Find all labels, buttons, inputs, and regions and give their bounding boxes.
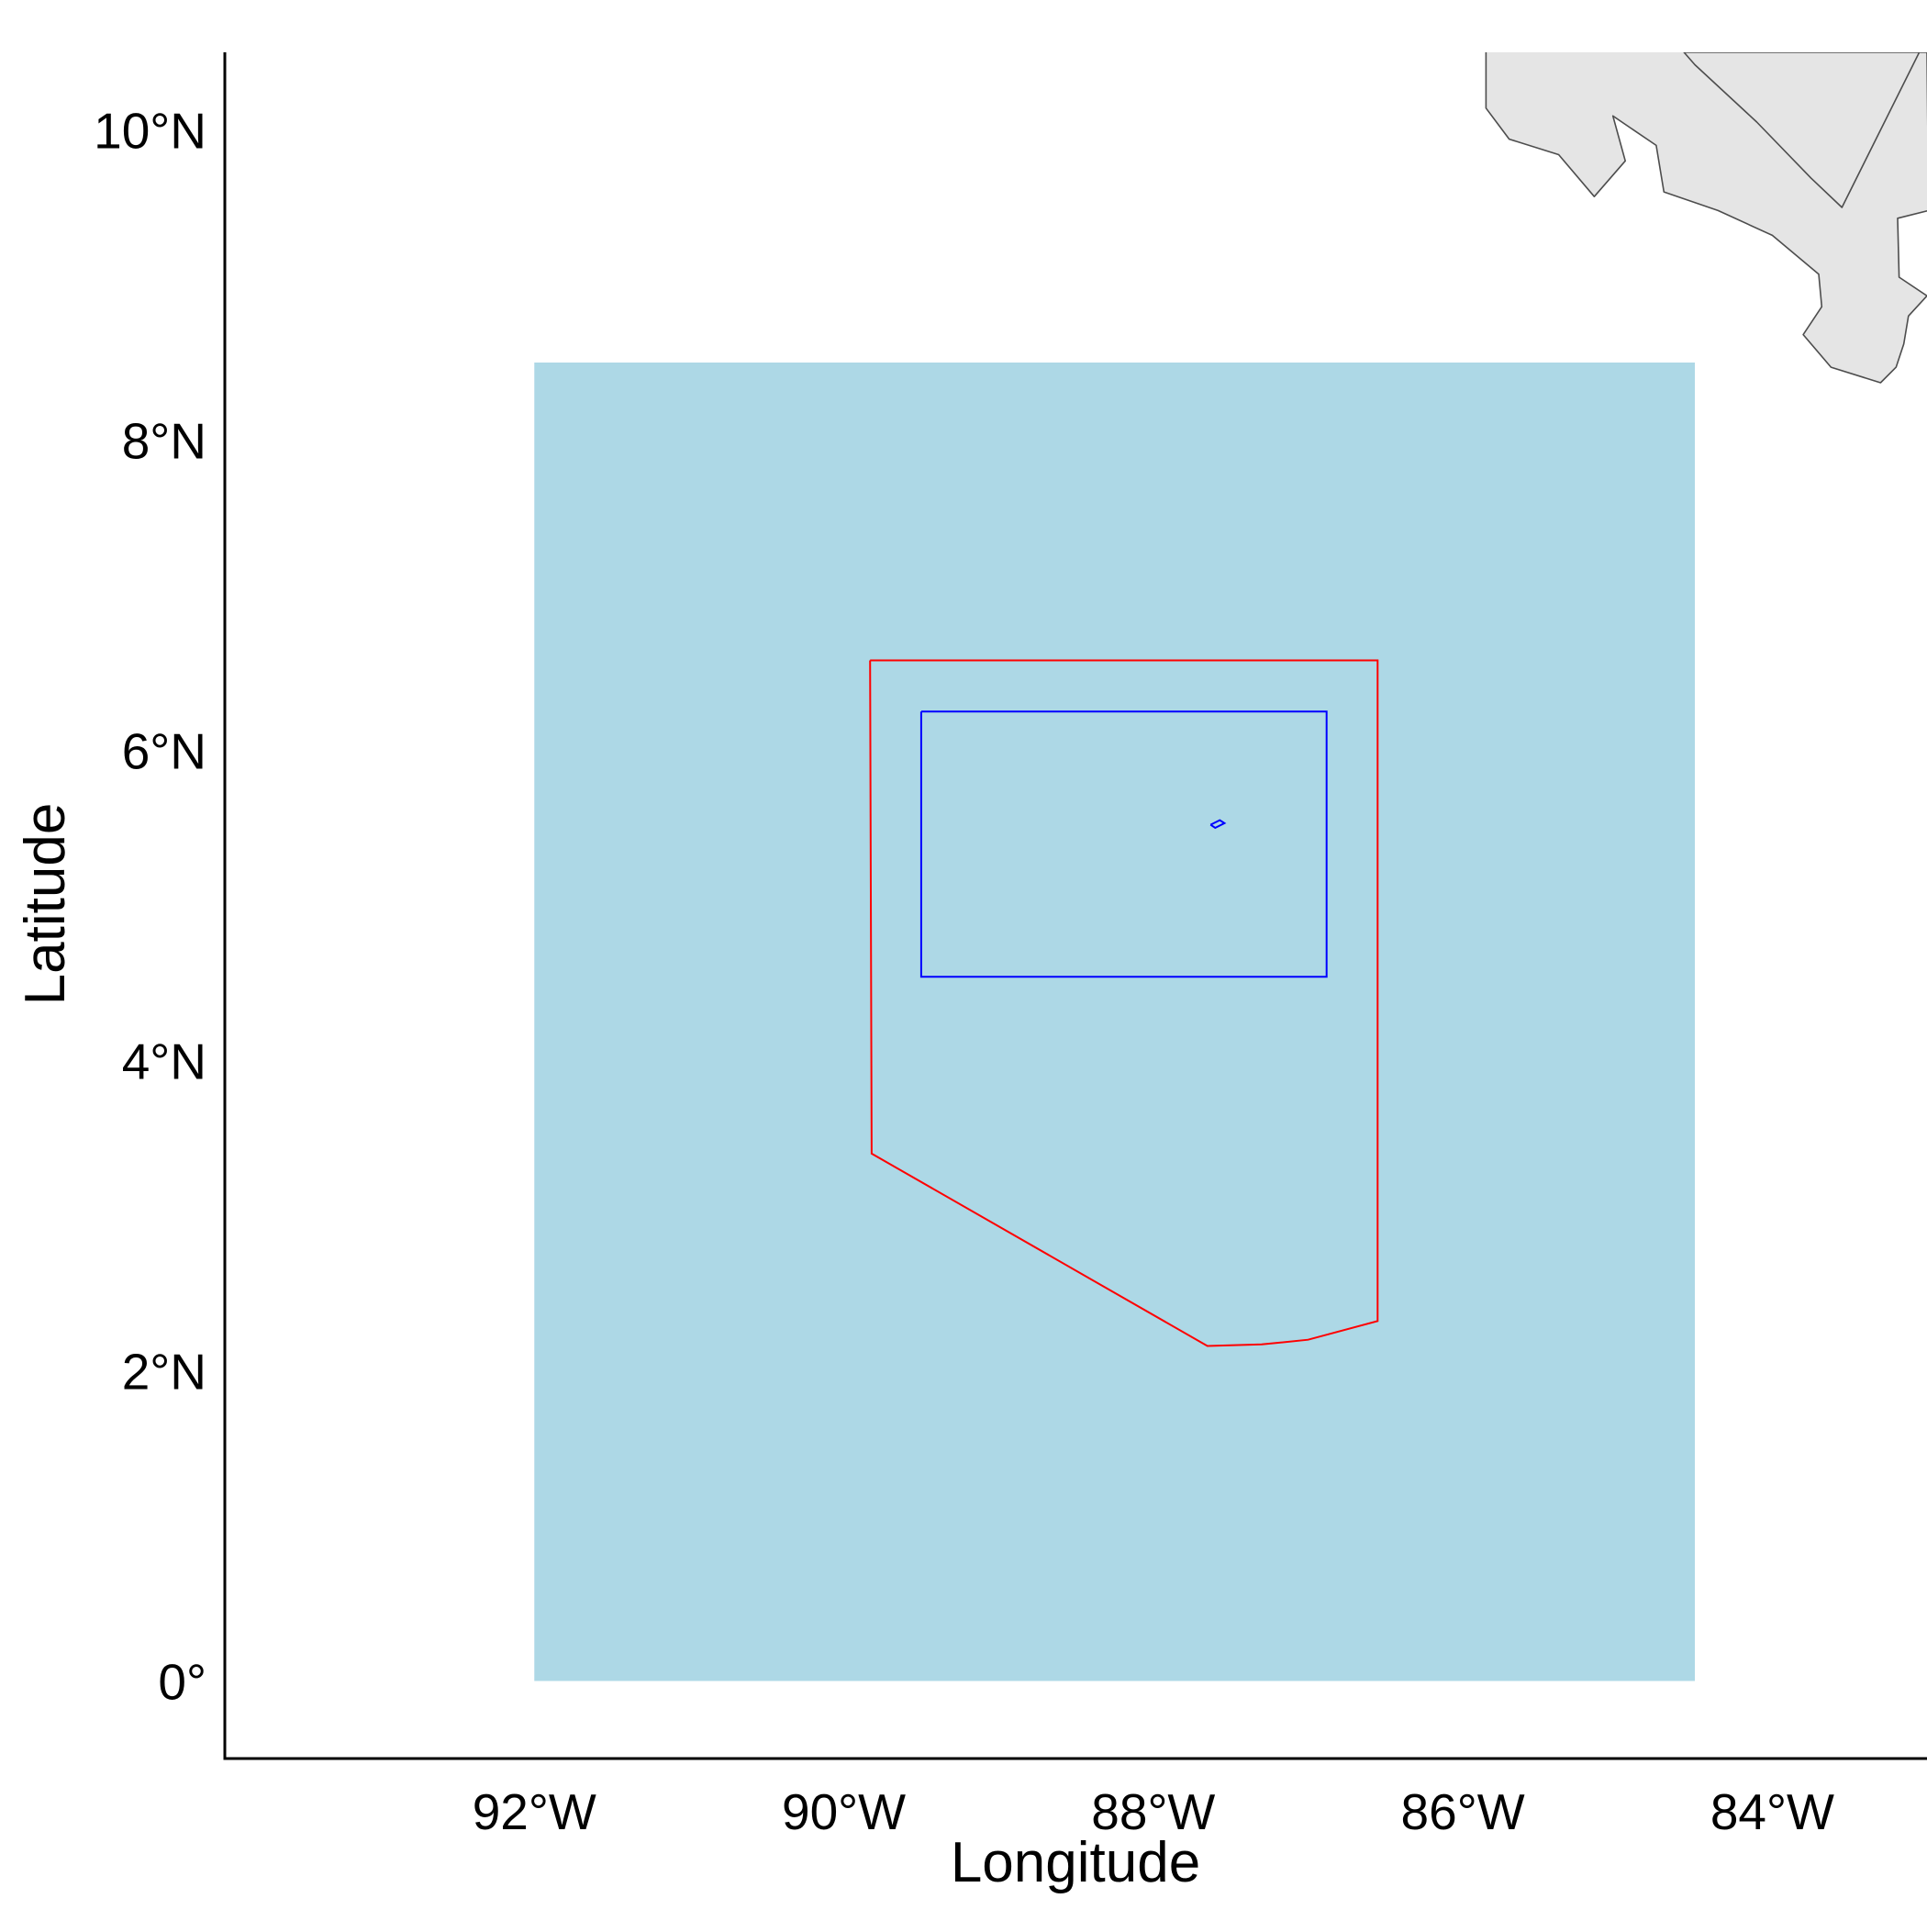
study-area-layer <box>534 363 1695 1681</box>
x-tick-label: 90°W <box>782 1783 906 1840</box>
land-polygon <box>1478 37 1927 383</box>
x-tick-label: 92°W <box>473 1783 596 1840</box>
x-axis-title: Longitude <box>951 1831 1200 1894</box>
y-tick-label: 2°N <box>122 1344 206 1401</box>
land-layer <box>1478 37 1927 383</box>
y-tick-label: 6°N <box>122 723 206 780</box>
y-tick-label: 10°N <box>94 103 206 160</box>
y-tick-label: 4°N <box>122 1033 206 1090</box>
x-tick-label: 86°W <box>1401 1783 1525 1840</box>
y-tick-label: 8°N <box>122 413 206 470</box>
x-tick-label: 84°W <box>1710 1783 1834 1840</box>
y-tick-label: 0° <box>158 1654 206 1711</box>
y-axis-title: Latitude <box>14 803 77 1006</box>
study-area-rect <box>534 363 1695 1681</box>
